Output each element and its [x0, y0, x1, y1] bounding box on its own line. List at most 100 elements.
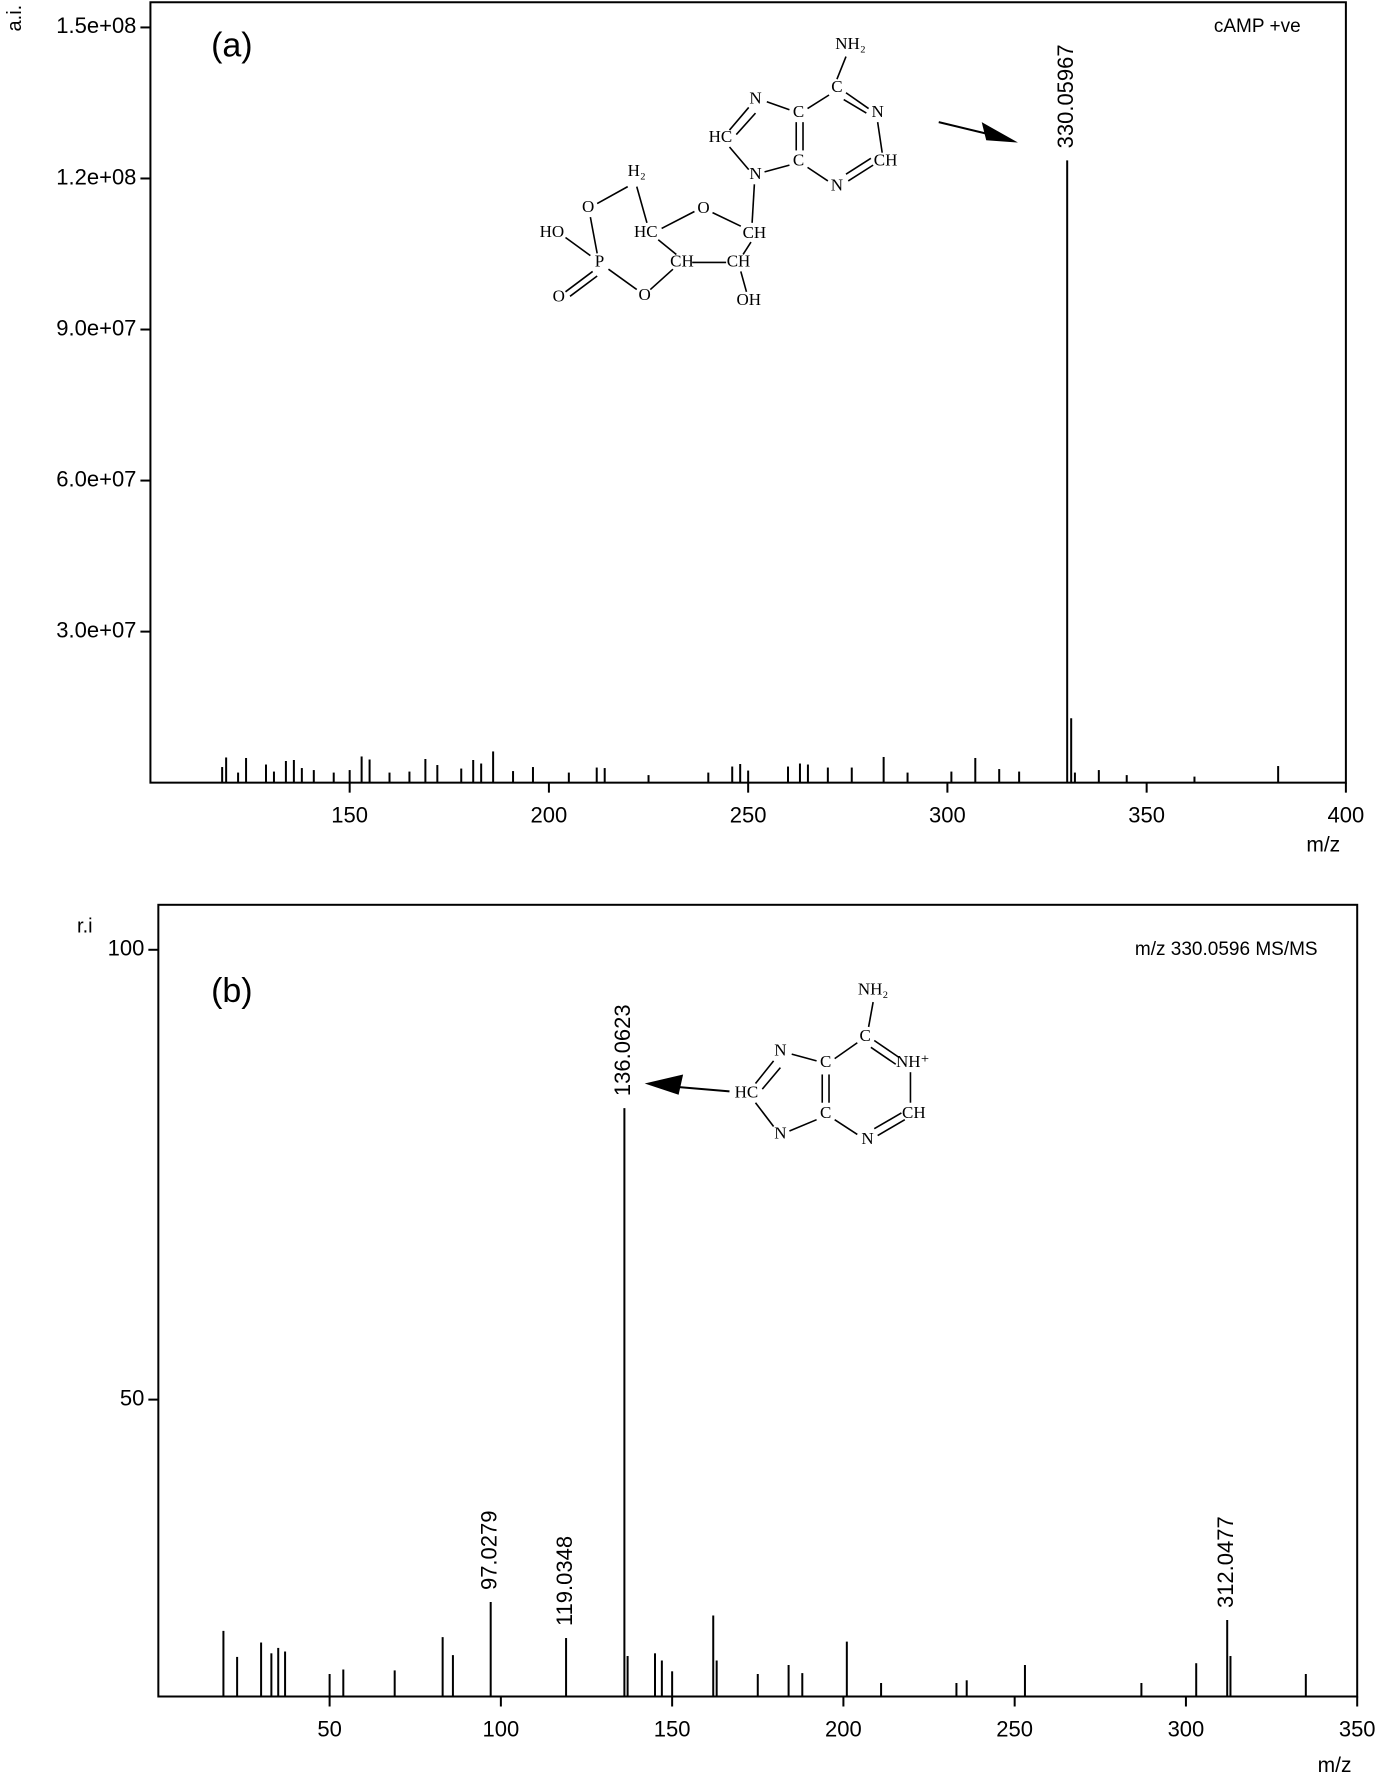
atom-label: OH: [736, 290, 761, 309]
atom-label: CH: [743, 223, 767, 242]
atom-label: HC: [634, 222, 658, 241]
atom-label: C: [831, 77, 842, 96]
peak-label: 330.05967: [1053, 44, 1078, 148]
bond: [635, 186, 648, 224]
x-tick-label: 150: [331, 802, 368, 827]
peak-label: 97.0279: [477, 1511, 502, 1591]
peak-label: 136.0623: [610, 1004, 635, 1096]
y-axis-label: a.i.: [4, 5, 26, 32]
atom-label: NH₂: [835, 34, 865, 53]
x-tick-label: 250: [730, 802, 767, 827]
bond: [834, 1042, 858, 1060]
y-tick-label: 100: [108, 936, 145, 961]
y-tick-label: 1.5e+08: [56, 13, 136, 38]
bond: [735, 112, 757, 136]
x-tick-label: 100: [483, 1716, 520, 1741]
atom-label: N: [774, 1123, 786, 1142]
bond: [807, 166, 829, 182]
bond: [728, 146, 750, 171]
bond: [873, 1112, 902, 1130]
atom-label: N: [774, 1041, 786, 1060]
atom-label: C: [793, 102, 804, 121]
bond: [845, 157, 872, 175]
bond: [754, 1060, 775, 1084]
atom-label: O: [639, 285, 651, 304]
bond: [877, 1118, 906, 1137]
atom-label: N: [749, 88, 761, 107]
panel-note: cAMP +ve: [1214, 16, 1301, 37]
atom-label: HO: [540, 222, 565, 241]
atom-label: H₂: [628, 161, 646, 180]
bond: [766, 101, 790, 111]
atom-label: CH: [727, 251, 751, 270]
x-tick-label: 300: [929, 802, 966, 827]
bond: [589, 217, 598, 254]
y-tick-label: 9.0e+07: [56, 315, 136, 340]
x-tick-label: 150: [654, 1716, 691, 1741]
bond: [764, 164, 790, 173]
bond: [728, 106, 750, 131]
y-tick-label: 50: [120, 1385, 144, 1410]
atom-label: CH: [874, 151, 898, 170]
bond: [834, 1119, 858, 1136]
x-axis-label: m/z: [1318, 1754, 1352, 1777]
bond: [870, 1046, 897, 1065]
atom-label: CH: [670, 251, 694, 270]
arrow: [676, 1085, 730, 1093]
atom-label: N: [749, 164, 761, 183]
bond: [740, 271, 748, 293]
bond: [761, 1067, 782, 1090]
x-tick-label: 350: [1339, 1716, 1376, 1741]
x-tick-label: 200: [531, 802, 568, 827]
panel-note: m/z 330.0596 MS/MS: [1135, 939, 1318, 960]
bond: [751, 184, 756, 223]
x-tick-label: 250: [996, 1716, 1033, 1741]
y-tick-label: 6.0e+07: [56, 466, 136, 491]
panel-label: (b): [211, 972, 253, 1010]
bond: [754, 1102, 775, 1127]
atom-label: P: [595, 251, 604, 270]
arrow-head: [644, 1074, 684, 1095]
bond: [657, 239, 677, 256]
bond: [873, 1039, 900, 1059]
bond: [742, 241, 752, 255]
atom-label: C: [820, 1052, 831, 1071]
bond: [712, 211, 742, 227]
atom-label: C: [860, 1026, 871, 1045]
x-tick-label: 350: [1128, 802, 1165, 827]
bond: [845, 92, 870, 110]
bond: [569, 275, 598, 297]
atom-label: N: [831, 176, 843, 195]
panel-label: (a): [211, 26, 253, 64]
bond: [649, 268, 674, 291]
y-tick-label: 1.2e+08: [56, 164, 136, 189]
bond: [847, 164, 874, 182]
atom-label: O: [697, 198, 709, 217]
bond: [807, 94, 830, 110]
plot-frame: [157, 903, 1359, 1698]
bond: [876, 122, 883, 153]
y-tick-label: 3.0e+07: [56, 617, 136, 642]
bond: [836, 56, 847, 80]
atom-label: HC: [735, 1083, 759, 1102]
atom-label: C: [793, 151, 804, 170]
bond: [596, 185, 629, 205]
atom-label: CH: [902, 1103, 926, 1122]
atom-label: O: [582, 197, 594, 216]
atom-label: C: [820, 1103, 831, 1122]
bond: [843, 98, 867, 114]
x-tick-label: 200: [825, 1716, 862, 1741]
peak-label: 312.0477: [1213, 1516, 1238, 1608]
bond: [789, 1118, 817, 1132]
peak-label: 119.0348: [552, 1536, 577, 1626]
bond: [565, 270, 594, 293]
atom-label: N: [861, 1129, 873, 1148]
bond: [661, 210, 695, 230]
x-axis-label: m/z: [1306, 834, 1340, 857]
bond: [791, 1053, 817, 1062]
atom-label: NH₂: [858, 980, 888, 999]
arrow-head: [981, 122, 1018, 143]
bond: [565, 236, 591, 257]
x-tick-label: 400: [1328, 802, 1365, 827]
